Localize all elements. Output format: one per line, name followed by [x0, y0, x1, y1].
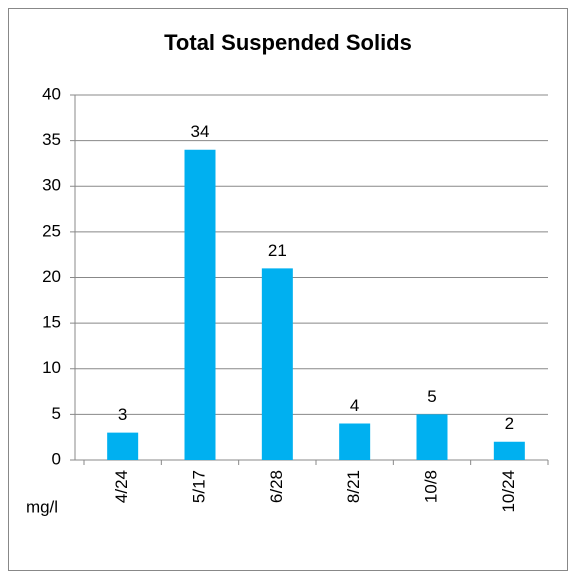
bar [261, 268, 293, 460]
data-label: 21 [268, 241, 287, 260]
y-tick-label: 10 [42, 358, 61, 377]
y-tick-label: 15 [42, 313, 61, 332]
chart-title: Total Suspended Solids [164, 30, 412, 55]
data-label: 3 [118, 405, 127, 424]
data-label: 34 [191, 122, 210, 141]
y-tick-label: 5 [52, 404, 61, 423]
y-tick-label: 25 [42, 221, 61, 240]
x-tick-label: 6/28 [267, 470, 286, 503]
y-tick-label: 40 [42, 84, 61, 103]
x-tick-label: 8/21 [344, 470, 363, 503]
x-tick-label: 5/17 [189, 470, 208, 503]
y-tick-label: 35 [42, 130, 61, 149]
axis-label: mg/l [26, 497, 58, 516]
x-tick-label: 10/8 [421, 470, 440, 503]
x-tick-label: 4/24 [112, 470, 131, 503]
bar [493, 441, 525, 460]
y-tick-label: 30 [42, 176, 61, 195]
data-label: 4 [350, 396, 359, 415]
bar [339, 423, 371, 460]
bar [416, 414, 448, 460]
data-label: 5 [427, 387, 436, 406]
bar [107, 432, 139, 460]
bar [184, 149, 216, 460]
y-tick-label: 20 [42, 267, 61, 286]
y-tick-label: 0 [52, 449, 61, 468]
data-label: 2 [505, 414, 514, 433]
x-tick-label: 10/24 [499, 470, 518, 513]
